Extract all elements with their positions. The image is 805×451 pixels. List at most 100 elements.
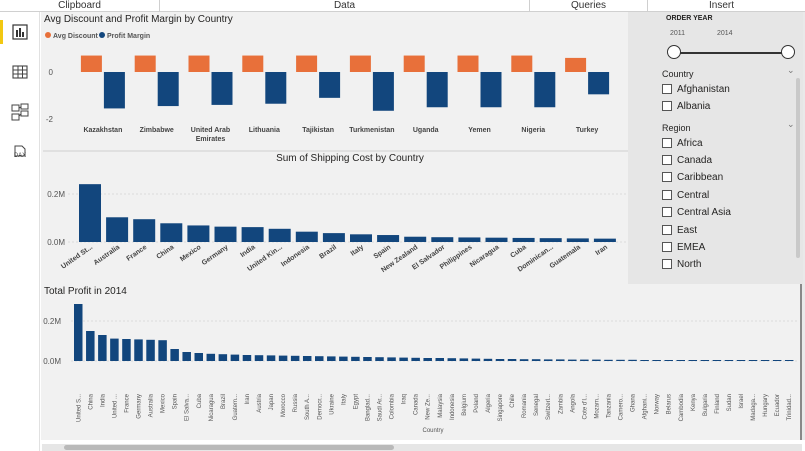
margin-bar[interactable] [480,72,502,108]
profit-bar[interactable] [411,357,420,361]
region-item-north[interactable]: North [662,257,701,271]
dax-query-icon[interactable]: DAX [8,140,32,164]
shipping-bar[interactable] [404,236,427,242]
profit-bar[interactable] [568,359,577,361]
profit-bar[interactable] [327,356,336,361]
data-view-icon[interactable] [8,60,32,84]
shipping-bar[interactable] [79,184,101,242]
profit-bar[interactable] [580,359,589,361]
year-slider-track[interactable] [674,52,788,54]
profit-bar[interactable] [471,358,481,361]
discount-bar[interactable] [80,55,102,72]
checkbox[interactable] [662,242,672,252]
shipping-bar[interactable] [106,217,129,242]
ribbon-group-clipboard[interactable]: Clipboard [0,0,160,12]
profit-bar[interactable] [146,339,155,361]
shipping-bar[interactable] [268,228,291,242]
margin-bar[interactable] [426,72,448,108]
profit-bar[interactable] [712,360,722,361]
profit-bar[interactable] [664,360,673,361]
profit-bar[interactable] [435,358,445,361]
region-item-africa[interactable]: Africa [662,136,703,150]
profit-bar[interactable] [483,358,493,361]
discount-bar[interactable] [134,55,156,72]
model-view-icon[interactable] [8,100,32,124]
shipping-bar[interactable] [485,237,508,242]
ribbon-group-queries[interactable]: Queries [530,0,648,12]
shipping-bar[interactable] [350,234,372,242]
checkbox[interactable] [662,259,672,269]
shipping-bar[interactable] [241,227,264,242]
discount-bar[interactable] [457,55,479,72]
shipping-bar[interactable] [295,231,318,242]
checkbox[interactable] [662,84,672,94]
profit-bar[interactable] [423,358,432,361]
checkbox[interactable] [662,225,672,235]
profit-bar[interactable] [387,357,396,361]
profit-bar[interactable] [459,358,469,361]
discount-bar[interactable] [296,55,318,72]
shipping-bar[interactable] [512,237,535,242]
shipping-bar[interactable] [160,223,183,242]
profit-bar[interactable] [182,352,191,361]
discount-bar[interactable] [403,55,425,72]
shipping-bar[interactable] [458,237,481,242]
ribbon-group-data[interactable]: Data [160,0,530,12]
profit-bar[interactable] [339,356,348,361]
shipping-bar[interactable] [322,233,345,242]
profit-bar[interactable] [230,354,240,361]
region-item-emea[interactable]: EMEA [662,240,705,254]
discount-bar[interactable] [242,55,264,72]
profit-bar[interactable] [302,356,312,361]
margin-bar[interactable] [157,72,179,107]
profit-bar[interactable] [242,355,252,361]
profit-bar[interactable] [495,359,505,361]
horizontal-scroll-thumb[interactable] [64,445,394,450]
profit-bar[interactable] [351,356,360,361]
profit-bar[interactable] [194,353,204,361]
country-item-albania[interactable]: Albania [662,99,710,113]
margin-bar[interactable] [372,72,394,111]
shipping-bar[interactable] [377,235,400,242]
profit-bar[interactable] [363,357,372,361]
profit-bar[interactable] [519,359,529,361]
profit-bar[interactable] [604,359,613,361]
profit-bar[interactable] [399,357,408,361]
margin-bar[interactable] [211,72,233,105]
checkbox[interactable] [662,207,672,217]
checkbox[interactable] [662,172,672,182]
margin-bar[interactable] [319,72,341,98]
profit-bar[interactable] [266,355,276,361]
profit-bar[interactable] [616,359,625,361]
profit-bar[interactable] [254,355,264,361]
profit-bar[interactable] [784,360,794,361]
slicer-scrollbar[interactable] [796,78,800,258]
margin-bar[interactable] [588,72,610,95]
region-chevron-icon[interactable]: ⌄ [787,119,795,129]
checkbox[interactable] [662,138,672,148]
checkbox[interactable] [662,190,672,200]
shipping-bar[interactable] [133,219,156,242]
profit-bar[interactable] [507,359,517,361]
country-item-afghanistan[interactable]: Afghanistan [662,82,730,96]
profit-bar[interactable] [543,359,553,361]
region-item-canada[interactable]: Canada [662,153,712,167]
profit-bar[interactable] [74,304,83,361]
legend-margin-label[interactable]: Profit Margin [107,33,150,40]
profit-bar[interactable] [134,339,143,361]
visual-shipping[interactable]: Sum of Shipping Cost by Country 0.2M 0.0… [47,153,626,274]
legend-discount-label[interactable]: Avg Discount [53,33,99,40]
profit-bar[interactable] [206,353,216,361]
year-slider-handle-min[interactable] [667,45,681,59]
profit-bar[interactable] [86,331,95,361]
discount-bar[interactable] [565,57,587,72]
profit-bar[interactable] [447,358,457,361]
country-chevron-icon[interactable]: ⌄ [787,65,795,75]
shipping-bar[interactable] [214,226,237,242]
profit-bar[interactable] [592,359,601,361]
report-view-icon[interactable] [8,20,32,44]
shipping-bar[interactable] [539,238,562,242]
discount-bar[interactable] [511,55,533,72]
shipping-bar[interactable] [566,238,589,242]
margin-bar[interactable] [534,72,556,108]
